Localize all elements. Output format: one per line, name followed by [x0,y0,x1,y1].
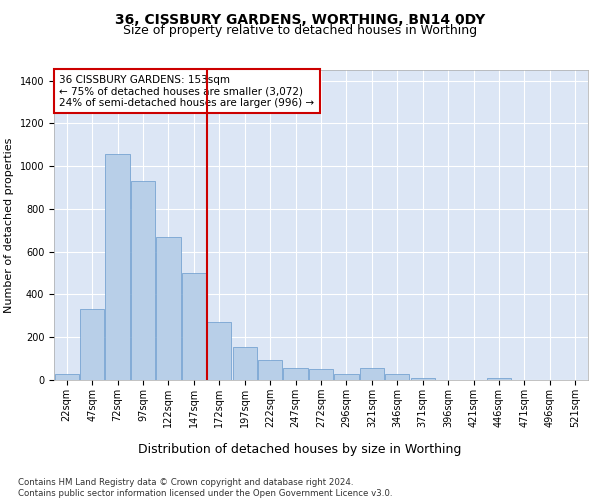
Bar [131,181,155,380]
Text: 36, CISSBURY GARDENS, WORTHING, BN14 0DY: 36, CISSBURY GARDENS, WORTHING, BN14 0DY [115,12,485,26]
Bar [80,310,104,380]
Bar [106,154,130,380]
Bar [55,374,79,380]
Bar [283,368,308,380]
Text: Contains HM Land Registry data © Crown copyright and database right 2024.
Contai: Contains HM Land Registry data © Crown c… [18,478,392,498]
Bar [309,370,333,380]
Bar [258,360,282,380]
Bar [487,378,511,380]
Bar [157,237,181,380]
Y-axis label: Number of detached properties: Number of detached properties [4,138,14,312]
Text: Distribution of detached houses by size in Worthing: Distribution of detached houses by size … [139,442,461,456]
Bar [334,374,359,380]
Bar [233,347,257,380]
Bar [360,368,384,380]
Text: 36 CISSBURY GARDENS: 153sqm
← 75% of detached houses are smaller (3,072)
24% of : 36 CISSBURY GARDENS: 153sqm ← 75% of det… [59,74,314,108]
Text: Size of property relative to detached houses in Worthing: Size of property relative to detached ho… [123,24,477,37]
Bar [385,374,409,380]
Bar [182,273,206,380]
Bar [410,378,435,380]
Bar [207,322,232,380]
